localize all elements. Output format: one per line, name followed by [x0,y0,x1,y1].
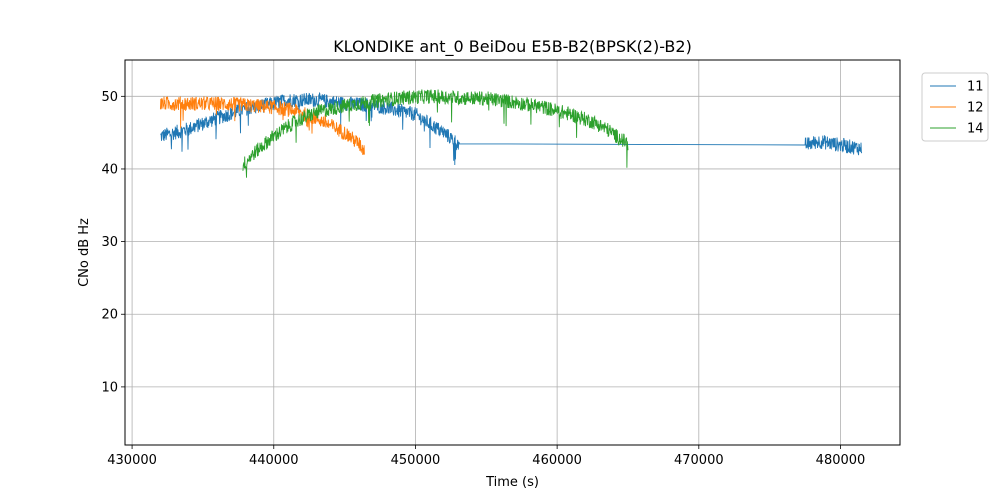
y-axis: 10 20 30 40 50 [101,90,125,395]
grid [125,60,900,445]
y-tick-label: 20 [101,308,118,323]
x-tick-label: 450000 [391,453,441,468]
y-tick-label: 40 [101,162,118,177]
x-tick-label: 480000 [816,453,866,468]
series-layer [159,89,863,178]
series-12-line [159,96,365,155]
legend-label: 12 [967,101,984,116]
x-tick-label: 470000 [674,453,724,468]
plot-frame [124,59,901,446]
series-14-line [242,89,629,178]
chart-title: KLONDIKE ant_0 BeiDou E5B-B2(BPSK(2)-B2) [333,37,692,57]
y-tick-label: 30 [101,235,118,250]
x-tick-label: 430000 [107,453,157,468]
x-axis-label: Time (s) [485,475,539,490]
series-11-line [160,91,863,166]
x-tick-label: 440000 [249,453,299,468]
legend-label: 11 [967,80,984,95]
y-axis-label: CNo dB Hz [77,218,92,287]
x-axis: 430000 440000 450000 460000 470000 480000 [107,445,865,468]
legend: 11 12 14 [921,72,989,142]
y-tick-label: 50 [101,90,118,105]
y-tick-label: 10 [101,380,118,395]
x-tick-label: 460000 [532,453,582,468]
legend-label: 14 [967,122,984,137]
